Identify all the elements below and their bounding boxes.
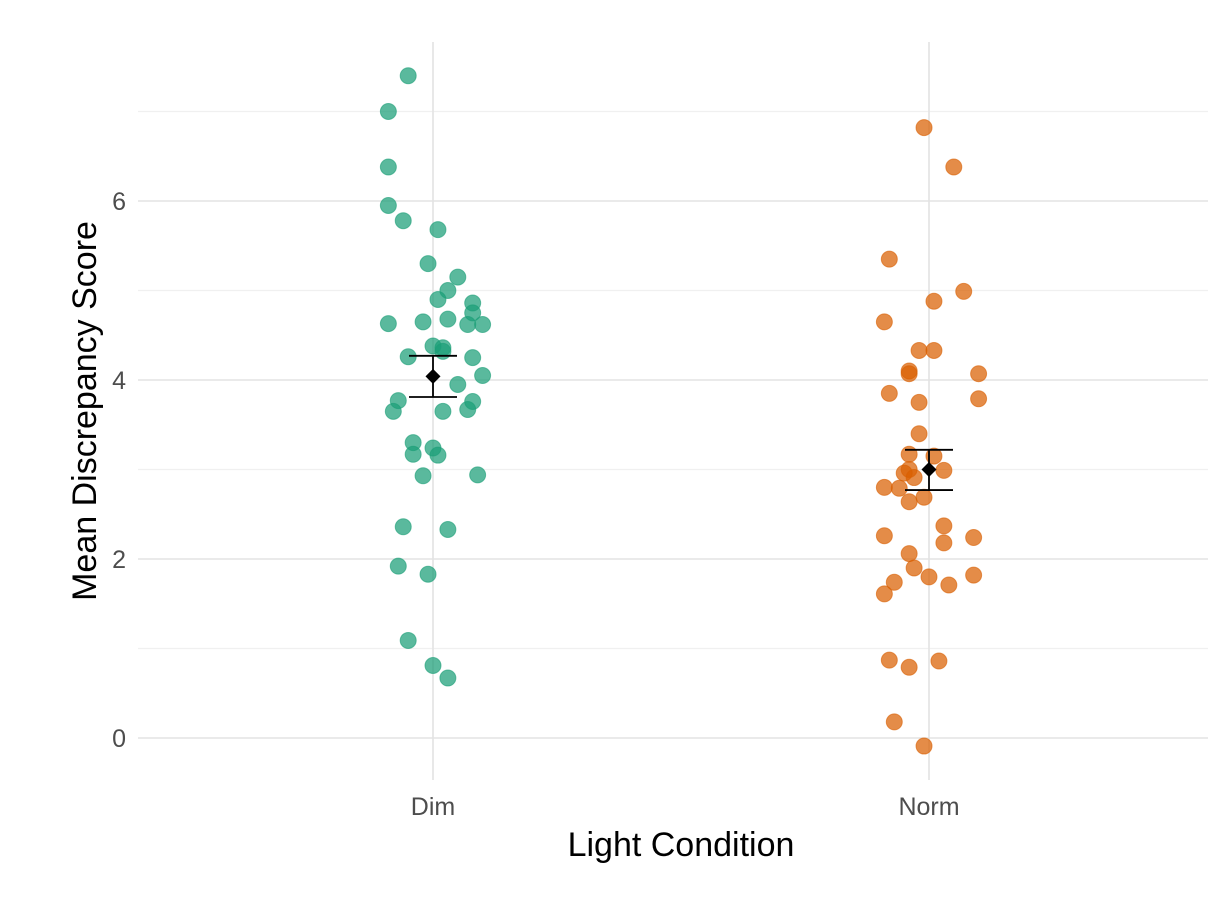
data-point [379,103,397,120]
data-point [900,545,918,563]
data-point [880,250,898,268]
major-gridlines [138,42,1208,780]
data-point [424,657,442,675]
data-point [955,282,973,300]
x-axis-tick-labels: Dim Norm [411,793,960,821]
data-point [970,365,988,383]
y-tick-label: 6 [112,188,126,216]
data-point [459,316,477,334]
data-points [379,67,988,755]
x-axis-title: Light Condition [568,826,795,864]
data-point [925,447,943,465]
data-point [404,445,422,463]
data-point [394,518,412,536]
data-point [389,557,407,575]
x-tick-label: Norm [898,793,959,821]
data-point [910,425,928,443]
data-point [890,479,908,497]
minor-gridlines [138,110,1208,650]
data-point [394,212,412,230]
data-point [900,365,918,383]
data-point [940,576,958,594]
mean-marker [425,368,441,384]
data-point [414,467,432,485]
mean-error-bars [409,354,953,491]
data-point [474,367,492,385]
data-point [875,313,893,331]
data-point [900,658,918,676]
y-tick-label: 0 [112,725,126,753]
data-point [900,445,918,463]
data-point [379,196,397,214]
data-point [429,446,447,464]
data-point [925,341,943,359]
data-point [920,568,938,586]
data-point [439,669,457,687]
data-point [439,520,457,538]
data-point [970,390,988,408]
data-point [429,221,447,239]
data-point [880,651,898,669]
data-point [469,466,487,484]
data-point [379,315,397,333]
data-point [905,469,923,487]
data-point [414,313,432,331]
data-point [935,534,953,552]
data-point [965,529,983,547]
data-point [915,119,933,137]
data-point [875,585,893,603]
data-point [905,559,923,577]
y-axis-title: Mean Discrepancy Score [66,221,104,601]
y-tick-label: 2 [112,546,126,574]
data-point [930,652,948,670]
data-point [915,488,933,506]
data-point [419,565,437,583]
data-point [880,384,898,402]
data-point [434,402,452,420]
data-point [439,310,457,328]
data-point [399,631,417,649]
data-point [399,67,417,85]
data-point [945,158,963,176]
data-point [910,393,928,411]
data-point [885,713,903,731]
data-point [915,737,933,755]
data-point [925,292,943,310]
x-tick-label: Dim [411,793,455,821]
data-point [935,461,953,479]
data-point [875,527,893,545]
data-point [449,268,467,286]
data-point [384,402,402,420]
mean-marker [921,462,937,477]
data-point [900,493,918,511]
data-point [875,478,893,496]
data-point [459,401,477,419]
data-point [885,573,903,591]
data-point [965,566,983,584]
data-point [419,255,437,273]
data-point [935,517,953,535]
y-tick-label: 4 [112,367,126,395]
data-point [910,341,928,359]
data-point [449,375,467,393]
data-point [464,349,482,367]
data-point [379,158,397,176]
y-axis-tick-labels: 0 2 4 6 [112,188,126,753]
data-point [434,342,452,360]
data-point [474,316,492,334]
data-point [429,290,447,308]
